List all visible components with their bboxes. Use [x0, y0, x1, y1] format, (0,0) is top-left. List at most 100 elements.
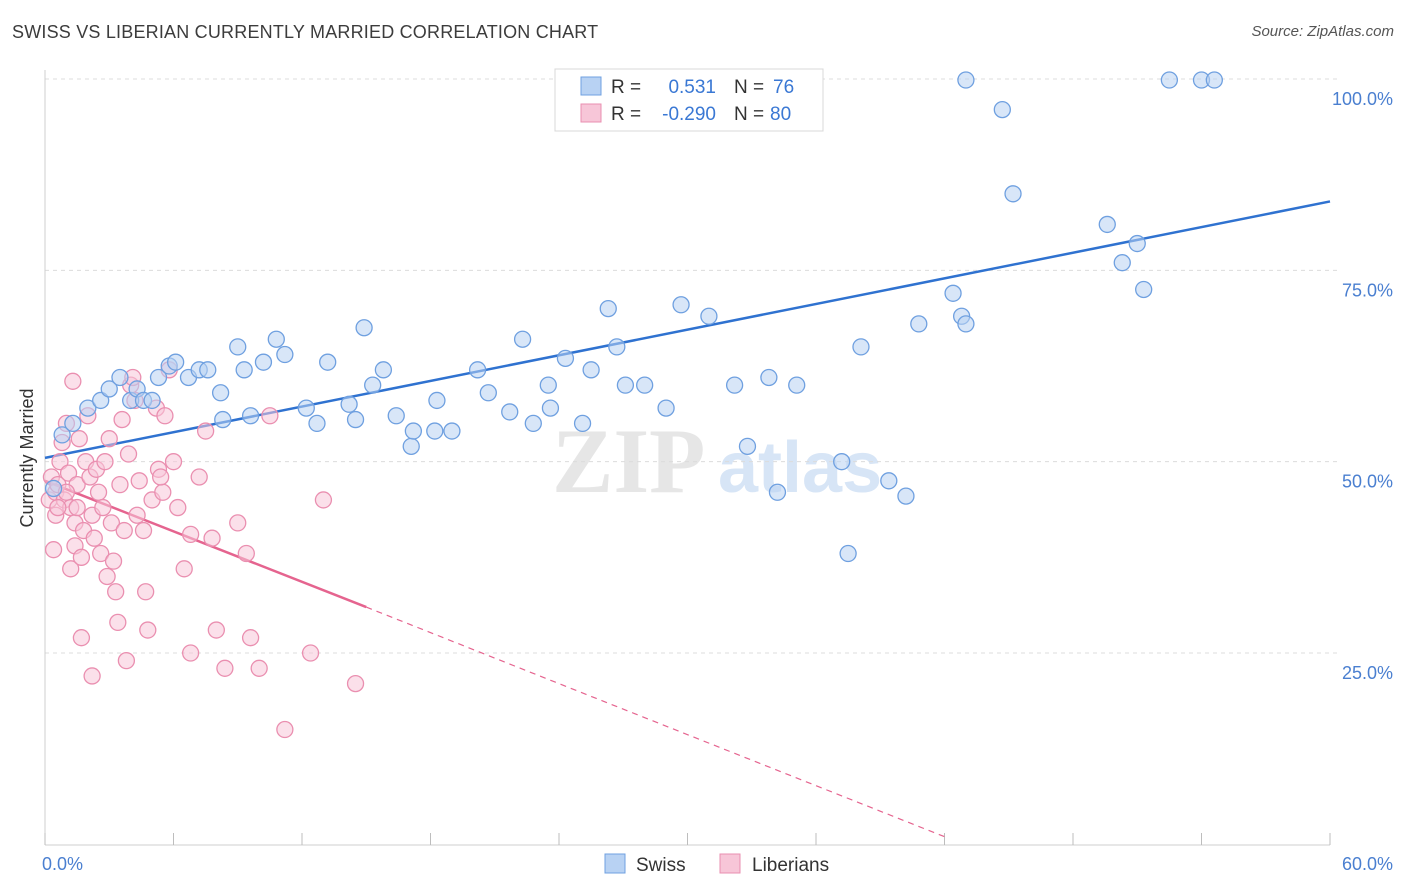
swiss-point — [501, 403, 519, 421]
liberian-point — [130, 472, 148, 490]
liberian-point — [261, 407, 279, 425]
y-tick-label-50: 50.0% — [1342, 472, 1393, 492]
liberian-point — [119, 445, 138, 463]
swiss-r-label: R = — [611, 77, 641, 98]
liberian-point — [139, 621, 157, 639]
liberian-point — [111, 475, 129, 494]
swiss-point — [340, 395, 358, 413]
liberian-point — [169, 498, 187, 517]
swiss-n-value: 76 — [773, 77, 794, 98]
liberian-point — [102, 514, 121, 532]
swiss-point — [944, 284, 962, 302]
swiss-point — [267, 330, 285, 348]
swiss-point — [276, 345, 294, 364]
liberian-r-value: -0.290 — [662, 104, 716, 125]
swiss-n-label: N = — [734, 77, 764, 98]
swiss-point — [374, 361, 393, 379]
swiss-point — [524, 414, 542, 433]
swiss-point — [573, 414, 592, 433]
swiss-point — [229, 338, 247, 356]
liberian-point — [175, 560, 193, 578]
swiss-point — [143, 391, 161, 410]
liberian-point — [100, 430, 118, 448]
swiss-point — [149, 368, 168, 387]
swiss-point — [541, 399, 560, 417]
swiss-point — [608, 338, 626, 356]
legend-liberians-label: Liberians — [752, 855, 829, 876]
swiss-point — [254, 353, 273, 371]
liberian-point — [151, 468, 170, 486]
swiss-point — [211, 384, 230, 402]
swiss-r-value: 0.531 — [668, 77, 716, 98]
liberian-point — [203, 529, 221, 547]
swiss-point — [993, 100, 1011, 119]
liberian-n-label: N = — [734, 104, 764, 125]
stats-legend: R = 0.531 N = 76 R = -0.290 N = 80 — [554, 68, 824, 132]
swiss-point — [672, 296, 690, 314]
liberian-point — [96, 453, 114, 471]
source-credit: Source: ZipAtlas.com — [1251, 23, 1394, 40]
liberian-point — [51, 453, 69, 471]
swiss-point — [355, 319, 373, 337]
swiss-point — [957, 71, 975, 89]
liberian-point — [72, 629, 91, 647]
liberian-point — [229, 514, 247, 532]
liberian-point — [107, 583, 125, 601]
swiss-point — [319, 353, 337, 371]
swiss-point — [833, 453, 851, 471]
swiss-point — [235, 361, 253, 379]
swiss-point — [839, 544, 857, 563]
liberian-point — [137, 583, 155, 601]
liberian-point — [85, 529, 103, 547]
liberian-point — [72, 548, 91, 566]
swiss-point — [426, 422, 444, 440]
liberian-point — [98, 567, 116, 586]
swiss-point — [92, 391, 110, 410]
swiss-point — [428, 391, 446, 410]
liberian-point — [115, 521, 133, 540]
liberian-point — [83, 667, 101, 685]
liberian-point — [181, 644, 200, 662]
swiss-point — [1113, 254, 1131, 272]
swiss-point — [657, 399, 675, 417]
swiss-point — [53, 426, 71, 444]
swiss-point — [479, 384, 497, 402]
swiss-swatch — [580, 76, 602, 96]
series-legend: Swiss Liberians — [604, 853, 829, 876]
swiss-point — [513, 330, 532, 348]
swiss-point — [44, 479, 63, 498]
swiss-point — [1160, 71, 1179, 89]
swiss-point — [910, 315, 928, 333]
y-axis-title: Currently Married — [17, 388, 37, 527]
liberian-point — [59, 464, 78, 482]
x-tick-label-min: 0.0% — [42, 854, 83, 874]
liberian-point — [113, 410, 131, 429]
liberian-point — [181, 525, 200, 544]
swiss-point — [897, 487, 915, 505]
swiss-point — [539, 376, 557, 394]
swiss-point — [346, 410, 365, 429]
swiss-point — [404, 422, 423, 440]
liberian-point — [109, 613, 127, 632]
liberian-swatch — [580, 103, 602, 123]
data-points — [40, 71, 1223, 739]
liberian-point — [68, 498, 86, 517]
swiss-point — [199, 361, 217, 379]
liberian-point — [89, 483, 108, 501]
liberian-point — [154, 483, 172, 501]
liberian-point — [237, 544, 255, 563]
swiss-point — [443, 422, 461, 440]
liberian-point — [196, 422, 215, 440]
swiss-point — [1128, 234, 1146, 253]
swiss-point — [768, 483, 787, 501]
swiss-point — [1205, 71, 1223, 89]
liberian-point — [301, 644, 320, 662]
swiss-point — [387, 407, 405, 425]
liberian-point — [156, 407, 174, 425]
liberian-trend-extension — [366, 606, 945, 838]
y-tick-label-100: 100.0% — [1332, 89, 1393, 109]
swiss-point — [636, 376, 654, 394]
liberian-point — [117, 652, 136, 670]
y-tick-label-25: 25.0% — [1342, 663, 1393, 683]
